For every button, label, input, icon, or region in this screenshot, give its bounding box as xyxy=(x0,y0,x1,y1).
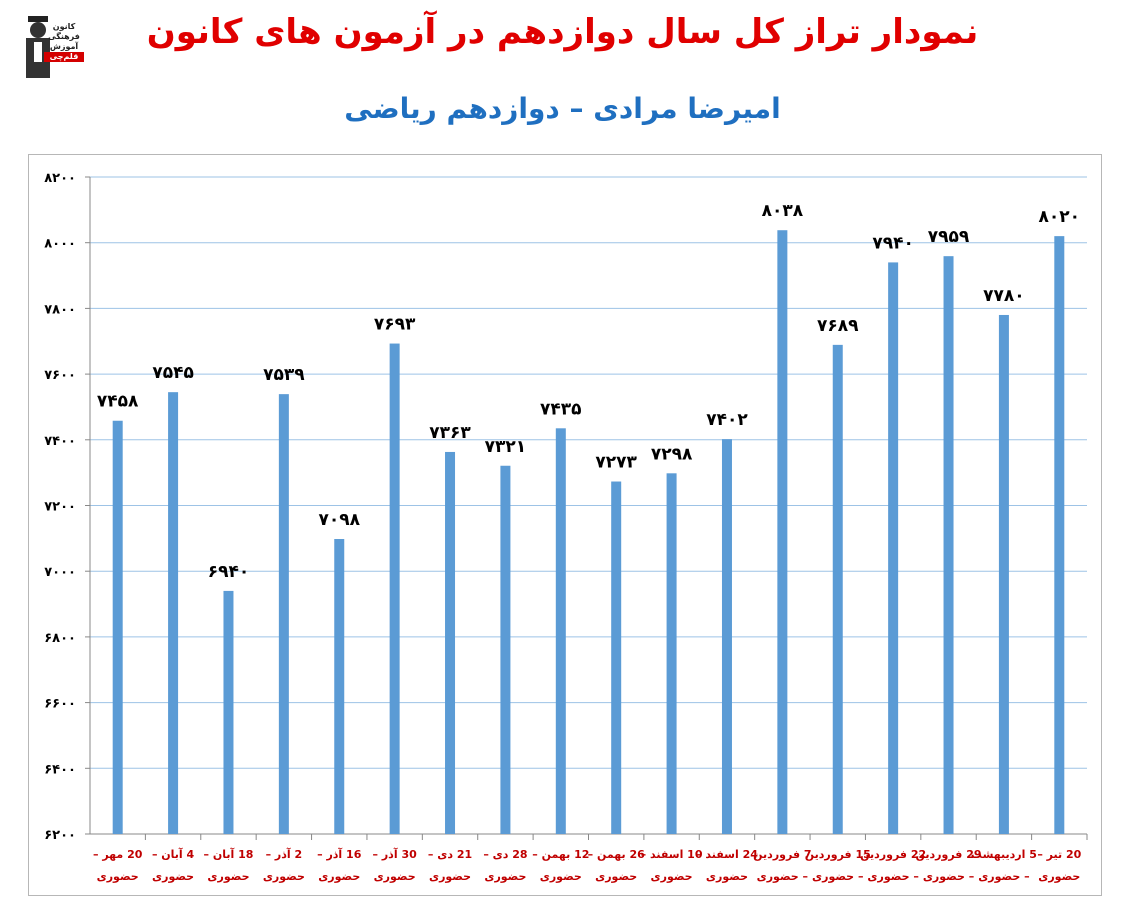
bar xyxy=(389,343,400,834)
data-label: ۷۳۶۳ xyxy=(429,423,471,443)
y-tick-label: ۷۴۰۰ xyxy=(44,434,76,449)
bar xyxy=(888,262,899,834)
x-tick-label: 12 بهمن – xyxy=(532,848,589,861)
data-label: ۷۴۳۵ xyxy=(540,399,582,419)
data-label: ۷۲۹۸ xyxy=(651,444,693,464)
data-label: ۷۵۴۵ xyxy=(152,363,194,383)
bar xyxy=(334,539,345,834)
data-label: ۷۹۴۰ xyxy=(872,233,914,253)
bar xyxy=(943,256,954,835)
data-label: ۸۰۳۸ xyxy=(762,201,804,221)
x-tick-label: 30 آذر – xyxy=(373,847,418,861)
x-tick-label: 7 فروردین xyxy=(753,848,811,861)
x-tick-label-line2: – حضوری xyxy=(978,870,1029,883)
data-label: ۶۹۴۰ xyxy=(208,562,250,582)
bar xyxy=(500,465,511,834)
x-tick-label: 20 مهر – xyxy=(93,848,143,861)
y-tick-label: ۷۸۰۰ xyxy=(44,302,76,317)
x-tick-label: 15 فروردین xyxy=(805,848,871,861)
x-tick-label-line2: حضوری xyxy=(651,870,693,883)
x-tick-label-line2: حضوری xyxy=(429,870,471,883)
x-tick-label-line2: حضوری xyxy=(263,870,305,883)
x-tick-label: 26 بهمن – xyxy=(588,848,645,861)
x-tick-label-line2: – حضوری xyxy=(812,870,863,883)
bar xyxy=(278,394,289,834)
x-tick-label-line2: حضوری xyxy=(152,870,194,883)
data-label: ۷۶۹۳ xyxy=(374,315,416,335)
data-label: ۷۵۳۹ xyxy=(263,365,305,385)
y-tick-label: ۶۸۰۰ xyxy=(44,631,76,646)
bar xyxy=(777,230,788,835)
x-tick-label-line2: حضوری xyxy=(540,870,582,883)
data-label: ۷۴۵۸ xyxy=(97,392,139,412)
y-tick-label: ۷۲۰۰ xyxy=(44,500,76,515)
y-tick-label: ۷۶۰۰ xyxy=(44,368,76,383)
bar xyxy=(445,451,456,834)
y-tick-label: ۷۰۰۰ xyxy=(44,565,76,580)
y-tick-label: ۶۶۰۰ xyxy=(44,697,76,712)
x-tick-label: 2 آذر – xyxy=(266,847,303,861)
y-tick-label: ۶۴۰۰ xyxy=(44,762,76,777)
chart-title: نمودار تراز کل سال دوازدهم در آزمون های … xyxy=(146,12,979,52)
x-tick-label: 22 فروردین xyxy=(860,848,926,861)
x-tick-label: 18 آبان – xyxy=(204,847,254,861)
bar xyxy=(223,590,234,834)
x-tick-label: 21 دی – xyxy=(428,848,472,861)
bar xyxy=(168,392,179,834)
data-label: ۷۲۷۳ xyxy=(595,453,637,473)
bar xyxy=(832,344,843,834)
x-tick-label: 10 اسفند – xyxy=(641,848,703,861)
bar xyxy=(1054,236,1065,834)
x-tick-label-line2: حضوری xyxy=(484,870,526,883)
data-label: ۸۰۲۰ xyxy=(1039,207,1081,227)
y-tick-label: ۸۰۰۰ xyxy=(44,237,76,252)
x-tick-label: 24 اسفند – xyxy=(696,848,758,861)
bar xyxy=(611,481,622,834)
logo-text: کانون فرهنگی آموزش قلم‌چی xyxy=(44,22,84,62)
data-label: ۷۳۲۱ xyxy=(485,437,527,457)
x-tick-label: 29 فروردین xyxy=(916,848,982,861)
x-tick-label-line2: حضوری xyxy=(318,870,360,883)
x-tick-label: 20 تیر – xyxy=(1037,848,1081,861)
x-tick-label: 5 اردیبهشت xyxy=(971,848,1037,861)
x-tick-label-line2: حضوری xyxy=(374,870,416,883)
x-tick-label: 16 آذر – xyxy=(317,847,362,861)
x-tick-label-line2: حضوری xyxy=(595,870,637,883)
x-tick-label: 28 دی – xyxy=(483,848,527,861)
chart-subtitle: امیرضا مرادی – دوازدهم ریاضی xyxy=(344,92,781,125)
x-tick-label-line2: – حضوری xyxy=(867,870,918,883)
chart-frame xyxy=(28,154,1102,896)
bar xyxy=(998,314,1009,835)
x-tick-label-line2: حضوری xyxy=(97,870,139,883)
data-label: ۷۰۹۸ xyxy=(318,510,360,530)
bar xyxy=(666,473,677,834)
bar xyxy=(112,420,123,834)
data-label: ۷۷۸۰ xyxy=(983,286,1025,306)
y-tick-label: ۶۲۰۰ xyxy=(44,828,76,843)
x-tick-label-line2: – حضوری xyxy=(757,870,808,883)
x-tick-label-line2: حضوری xyxy=(207,870,249,883)
data-label: ۷۶۸۹ xyxy=(817,316,859,336)
x-tick-label: 4 آبان – xyxy=(152,847,195,861)
data-label: ۷۹۵۹ xyxy=(928,227,970,247)
data-label: ۷۴۰۲ xyxy=(706,410,748,430)
x-tick-label-line2: حضوری xyxy=(706,870,748,883)
x-tick-label-line2: حضوری xyxy=(1038,870,1080,883)
bar xyxy=(555,428,566,834)
y-tick-label: ۸۲۰۰ xyxy=(44,171,76,186)
x-tick-label-line2: – حضوری xyxy=(923,870,974,883)
bar xyxy=(721,439,732,834)
